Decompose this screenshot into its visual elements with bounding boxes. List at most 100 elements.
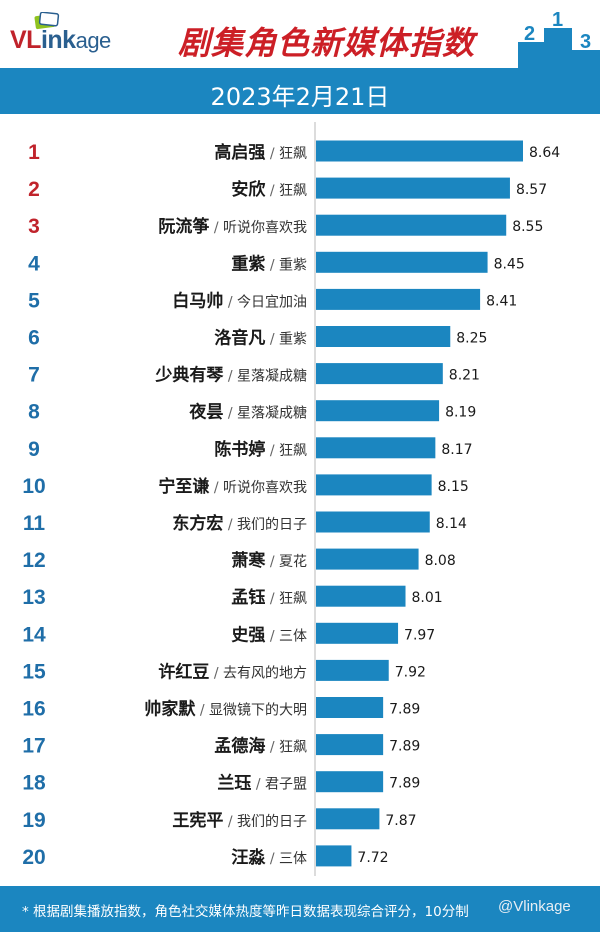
value-label: 7.97 [404, 627, 435, 643]
show-name: 君子盟 [265, 777, 307, 793]
value-label: 7.72 [357, 850, 388, 866]
label-separator: / [265, 554, 279, 570]
header: VLinkage 剧集角色新媒体指数 2 1 3 [0, 0, 600, 68]
row-label: 帅家默 / 显微镜下的大明 [144, 699, 307, 720]
show-name: 狂飙 [279, 740, 307, 756]
row-label: 夜昙 / 星落凝成糖 [188, 402, 307, 423]
chart-row: 18 兰珏 / 君子盟 7.89 [22, 771, 420, 795]
bar [316, 548, 419, 570]
value-label: 8.17 [441, 442, 472, 458]
label-separator: / [209, 665, 223, 681]
bar [316, 251, 488, 273]
value-label: 7.87 [385, 813, 416, 829]
watermark: @Vlinkage [498, 898, 571, 915]
show-name: 重紫 [279, 332, 307, 348]
rank-label: 7 [28, 364, 40, 387]
value-label: 8.55 [512, 219, 543, 235]
label-separator: / [209, 220, 223, 236]
date-label: 2023年2月21日 [210, 83, 390, 111]
label-separator: / [209, 480, 223, 496]
label-separator: / [251, 777, 265, 793]
rank-label: 6 [28, 327, 40, 350]
rank-label: 13 [22, 586, 45, 609]
show-name: 去有风的地方 [223, 665, 307, 681]
bar [316, 511, 430, 533]
show-name: 星落凝成糖 [237, 406, 307, 422]
show-name: 夏花 [279, 554, 307, 570]
character-name: 高启强 [214, 142, 265, 163]
label-separator: / [223, 294, 237, 310]
vlinkage-logo: VLinkage [10, 26, 111, 55]
row-label: 洛音凡 / 重紫 [214, 328, 307, 349]
character-name: 洛音凡 [214, 328, 265, 349]
value-label: 7.89 [389, 776, 420, 792]
chart-row: 12 萧寒 / 夏花 8.08 [22, 548, 456, 572]
value-label: 8.57 [516, 182, 547, 198]
chart-row: 9 陈书婷 / 狂飙 8.17 [28, 437, 473, 461]
podium-1: 1 [552, 9, 563, 31]
row-label: 白马帅 / 今日宜加油 [172, 290, 307, 311]
row-label: 阮流筝 / 听说你喜欢我 [158, 216, 307, 237]
chart-row: 10 宁至谦 / 听说你喜欢我 8.15 [22, 474, 469, 498]
character-name: 宁至谦 [158, 476, 209, 497]
rank-label: 5 [28, 289, 40, 312]
logo-card-icon [34, 12, 60, 30]
rank-label: 14 [22, 623, 46, 646]
character-name: 许红豆 [158, 661, 209, 682]
show-name: 显微镜下的大明 [209, 703, 307, 719]
rank-label: 3 [28, 215, 40, 238]
character-name: 兰珏 [217, 773, 251, 794]
value-label: 8.45 [494, 256, 525, 272]
character-name: 孟钰 [231, 587, 265, 608]
chart-row: 14 史强 / 三体 7.97 [22, 622, 435, 646]
row-label: 孟钰 / 狂飙 [231, 587, 307, 608]
bar [316, 363, 443, 385]
chart-row: 5 白马帅 / 今日宜加油 8.41 [28, 288, 517, 312]
label-separator: / [265, 851, 279, 867]
chart-row: 19 王宪平 / 我们的日子 7.87 [22, 808, 417, 832]
label-separator: / [195, 703, 209, 719]
rank-label: 16 [22, 698, 45, 721]
bar [316, 697, 384, 718]
character-name: 萧寒 [231, 550, 265, 571]
value-label: 8.15 [438, 479, 469, 495]
row-label: 陈书婷 / 狂飙 [214, 439, 307, 460]
chart-row: 2 安欣 / 狂飙 8.57 [28, 177, 547, 201]
bar [316, 140, 523, 162]
bar [316, 622, 399, 644]
character-name: 白马帅 [172, 290, 223, 311]
value-label: 7.92 [395, 664, 426, 680]
show-name: 狂飙 [279, 146, 307, 162]
label-separator: / [223, 369, 237, 385]
show-name: 我们的日子 [237, 517, 307, 533]
podium-icon: 2 1 3 [518, 9, 600, 68]
label-separator: / [265, 591, 279, 607]
logo-ink: ink [40, 26, 76, 54]
rank-label: 19 [22, 809, 45, 832]
rank-label: 18 [22, 772, 46, 795]
character-name: 孟德海 [214, 736, 265, 757]
rank-label: 10 [22, 475, 45, 498]
value-label: 7.89 [389, 739, 420, 755]
row-label: 汪淼 / 三体 [231, 847, 307, 868]
rank-label: 15 [22, 660, 46, 683]
logo-age: age [75, 28, 112, 53]
show-name: 听说你喜欢我 [223, 480, 307, 496]
ranking-chart: 1 高启强 / 狂飙 8.64 2 安欣 / 狂飙 8.57 3 阮流筝 / 听说你喜欢我 8.… [22, 122, 560, 876]
podium-2: 2 [524, 23, 535, 45]
chart-row: 15 许红豆 / 去有风的地方 7.92 [22, 659, 426, 683]
label-separator: / [265, 183, 279, 199]
footnote: * 根据剧集播放指数，角色社交媒体热度等昨日数据表现综合评分，10分制 [22, 904, 469, 920]
character-name: 阮流筝 [158, 216, 209, 237]
bar [316, 585, 406, 607]
chart-row: 11 东方宏 / 我们的日子 8.14 [23, 511, 467, 535]
label-separator: / [265, 257, 279, 273]
value-label: 8.21 [449, 368, 480, 384]
character-name: 东方宏 [172, 513, 223, 534]
bar [316, 771, 384, 793]
label-separator: / [265, 740, 279, 756]
value-label: 8.41 [486, 293, 517, 309]
logo-v: VL [10, 26, 41, 54]
character-name: 史强 [231, 624, 265, 645]
rank-label: 11 [23, 512, 46, 535]
